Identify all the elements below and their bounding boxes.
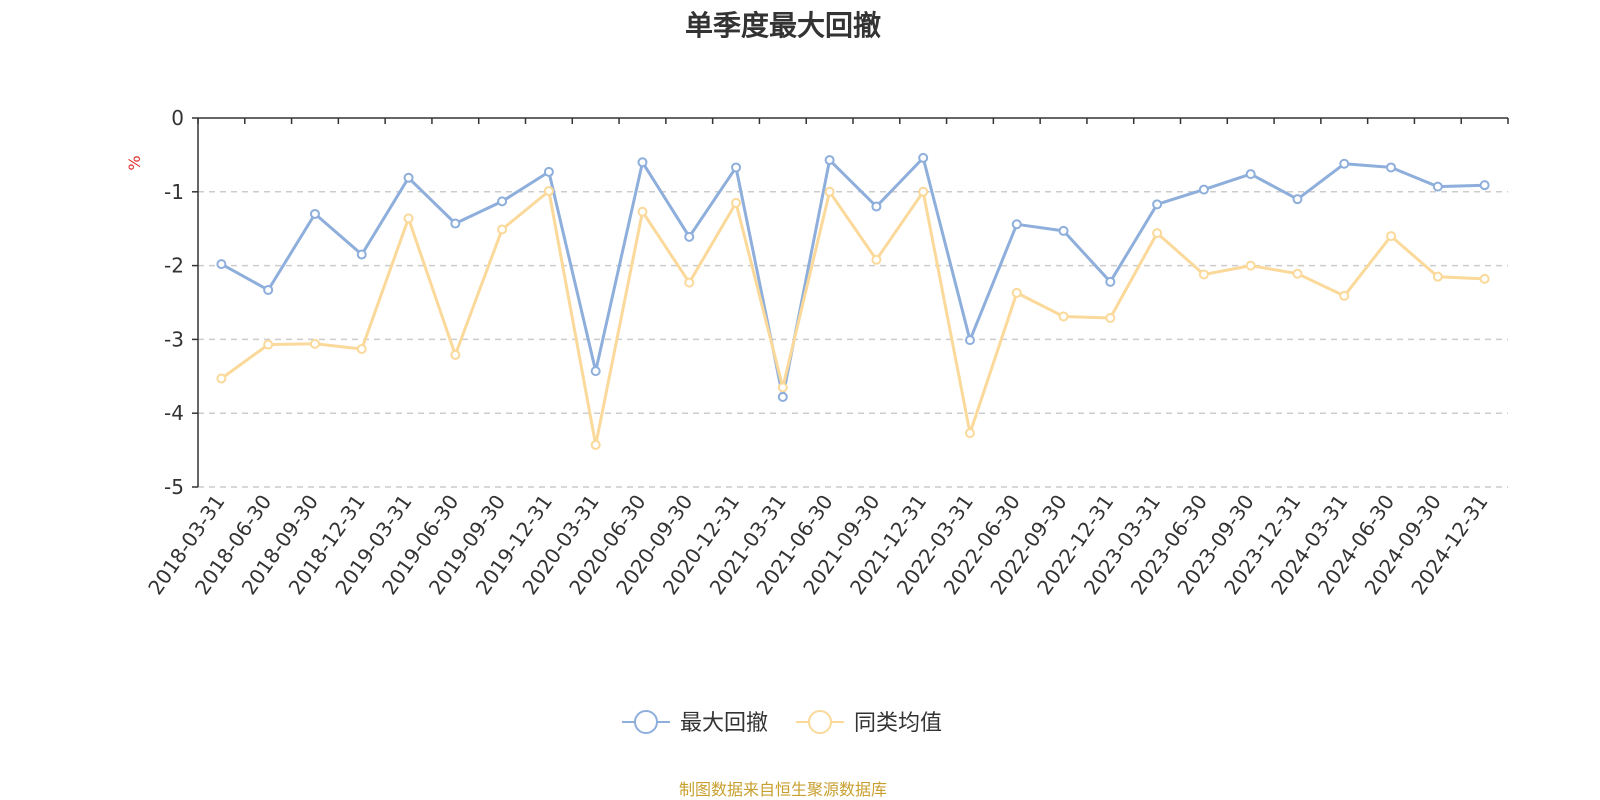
series-2-point — [403, 213, 414, 224]
series-1-point — [590, 366, 601, 377]
data-source-note: 制图数据来自恒生聚源数据库 — [678, 780, 887, 799]
series-1-point — [1432, 181, 1443, 192]
series-2-point — [309, 338, 320, 349]
y-tick-label: -2 — [164, 254, 184, 278]
series-1-point — [543, 166, 554, 177]
series-1-point — [731, 162, 742, 173]
series-1-point — [1292, 194, 1303, 205]
series-1-point — [1198, 184, 1209, 195]
series-2-point — [1245, 260, 1256, 271]
series-2-point — [1105, 312, 1116, 323]
series-2-point — [1011, 287, 1022, 298]
series-2-point — [964, 428, 975, 439]
series-2-point — [1152, 228, 1163, 239]
series-1-point — [1479, 180, 1490, 191]
series-1-point — [1058, 225, 1069, 236]
y-axis-unit-label: % — [125, 155, 144, 170]
series-2-point — [590, 439, 601, 450]
series-1-point — [309, 208, 320, 219]
series-2-point — [824, 186, 835, 197]
series-1-point — [777, 391, 788, 402]
series-2-point — [543, 186, 554, 197]
series-1-point — [964, 335, 975, 346]
series-1-point — [1245, 169, 1256, 180]
series-2-point — [1058, 311, 1069, 322]
legend: 最大回撤 同类均值 — [622, 710, 942, 736]
series-1-point — [450, 218, 461, 229]
series-2-point — [918, 186, 929, 197]
series-2-point — [684, 277, 695, 288]
y-tick-label: 0 — [171, 106, 184, 130]
series-1-point — [1339, 158, 1350, 169]
series-2-point — [637, 206, 648, 217]
series-1-point — [263, 284, 274, 295]
series-2-point — [1432, 271, 1443, 282]
series-1-point — [684, 231, 695, 242]
y-tick-label: -4 — [164, 401, 184, 425]
series-line-2 — [220, 189, 1485, 447]
series-1-point — [356, 249, 367, 260]
series-1-point — [1152, 199, 1163, 210]
series-2-point — [731, 197, 742, 208]
legend-label-2: 同类均值 — [854, 711, 942, 736]
series-1-point — [637, 157, 648, 168]
y-tick-label: -1 — [164, 180, 184, 204]
y-tick-label: -3 — [164, 327, 184, 351]
series-2-point — [1386, 231, 1397, 242]
series-1-point — [1011, 219, 1022, 230]
series-line-1 — [220, 156, 1485, 399]
series-2-point — [263, 339, 274, 350]
series-2-point — [1479, 273, 1490, 284]
series-2-point — [356, 343, 367, 354]
axes — [192, 117, 1509, 488]
legend-marker-2 — [808, 710, 832, 734]
series-2-point — [1198, 269, 1209, 280]
series-2-point — [216, 373, 227, 384]
series-1-point — [871, 201, 882, 212]
series-2-point — [1292, 268, 1303, 279]
series-1-point — [918, 152, 929, 163]
legend-label-1: 最大回撤 — [680, 711, 768, 736]
series-1-point — [1386, 162, 1397, 173]
y-tick-label: -5 — [164, 475, 184, 499]
series-lines — [216, 152, 1490, 450]
tick-labels: 0-1-2-3-4-52018-03-312018-06-302018-09-3… — [143, 106, 1493, 599]
series-2-point — [777, 382, 788, 393]
legend-marker-1 — [634, 710, 658, 734]
series-2-point — [1339, 290, 1350, 301]
series-2-point — [871, 254, 882, 265]
series-1-point — [403, 172, 414, 183]
series-1-point — [497, 196, 508, 207]
chart-title: 单季度最大回撤 — [684, 9, 881, 42]
series-2-point — [497, 224, 508, 235]
series-2-point — [450, 349, 461, 360]
series-1-point — [824, 155, 835, 166]
series-1-point — [216, 259, 227, 270]
grid-lines — [198, 191, 1508, 488]
series-1-point — [1105, 276, 1116, 287]
